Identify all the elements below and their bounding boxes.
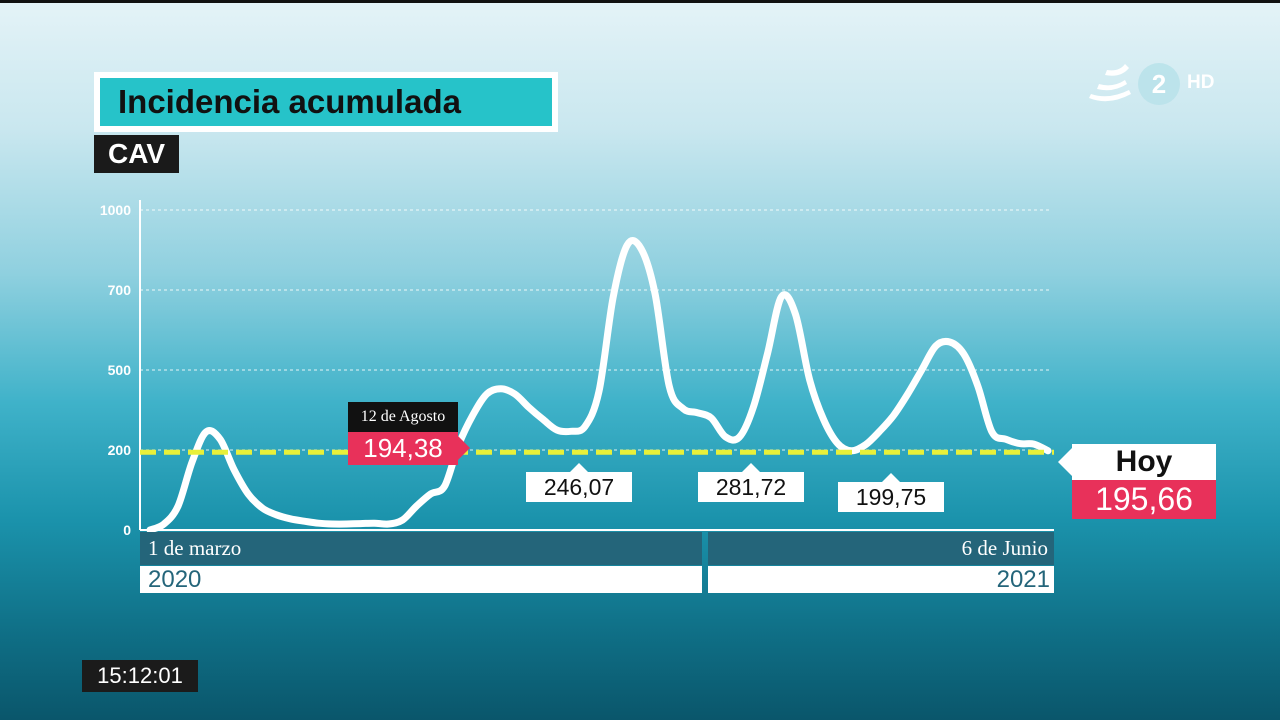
channel-logo: 2: [1089, 63, 1180, 105]
title-box: Incidencia acumulada: [94, 72, 558, 132]
august-value-label: 194,38: [348, 432, 470, 465]
y-tick-label: 200: [108, 442, 132, 458]
region-subtitle: CAV: [94, 135, 180, 173]
trough-callout-3: 199,75: [838, 473, 944, 512]
y-tick-label: 500: [108, 362, 132, 378]
x-start-date: 1 de marzo: [140, 532, 702, 565]
incidence-series-line: [146, 237, 1052, 534]
chart-title: Incidencia acumulada: [100, 78, 552, 126]
year-end: 2021: [708, 566, 1054, 593]
top-border: [0, 0, 1280, 3]
channel-number: 2: [1152, 69, 1166, 99]
year-start: 2020: [140, 566, 702, 593]
today-value: 195,66: [1072, 480, 1216, 519]
channel-number-circle: [1138, 63, 1180, 105]
x-end-date: 6 de Junio: [708, 532, 1054, 565]
y-tick-label: 700: [108, 282, 132, 298]
today-pointer: [1058, 448, 1072, 476]
trough-callout-1: 246,07: [526, 463, 632, 502]
today-label: Hoy: [1072, 444, 1216, 480]
y-tick-label: 1000: [100, 202, 131, 218]
august-date-label: 12 de Agosto: [348, 402, 458, 432]
hd-badge: HD: [1187, 72, 1215, 93]
y-tick-label: 0: [123, 522, 131, 538]
broadcast-clock: 15:12:01: [82, 660, 198, 692]
eitb-swoosh-icon: [1089, 64, 1131, 102]
trough-callout-2: 281,72: [698, 463, 804, 502]
y-axis-ticks: 1000 700 500 200 0: [100, 202, 131, 538]
